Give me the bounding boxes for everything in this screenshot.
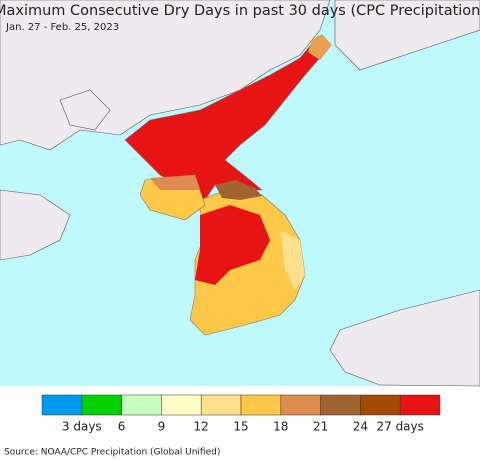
legend-swatch — [200, 394, 242, 416]
legend-swatch — [280, 394, 321, 416]
legend-swatch — [240, 394, 282, 416]
legend-label: 24 — [353, 420, 368, 434]
legend-label: 6 — [118, 420, 126, 434]
north-tip-region — [308, 34, 332, 60]
title: Maximum Consecutive Dry Days in past 30 … — [0, 3, 480, 19]
legend-swatch — [81, 394, 122, 416]
legend-label: 27 days — [376, 420, 423, 434]
legend-swatch — [399, 394, 441, 416]
south-east-region — [280, 230, 305, 290]
map — [0, 0, 480, 387]
legend-label: 15 — [233, 420, 248, 434]
russia-land — [334, 0, 480, 71]
legend: 3 days 6 9 12 15 18 21 24 27 days — [41, 394, 441, 434]
legend-swatch — [161, 394, 202, 416]
legend-swatch — [121, 394, 162, 416]
hwanghae-band-region — [150, 175, 200, 190]
liaodong-land — [59, 89, 111, 131]
subtitle: Jan. 27 - Feb. 25, 2023 — [5, 22, 119, 33]
legend-swatch — [320, 394, 361, 416]
shandong-land — [0, 189, 71, 261]
source: Source: NOAA/CPC Precipitation (Global U… — [4, 448, 220, 458]
legend-label: 3 days — [62, 420, 102, 434]
legend-label: 18 — [273, 420, 288, 434]
japan-land — [329, 289, 480, 387]
south-korea-dry-region — [195, 205, 270, 285]
legend-swatch — [360, 394, 401, 416]
legend-label: 21 — [313, 420, 328, 434]
legend-label: 9 — [158, 420, 166, 434]
legend-swatch — [41, 394, 83, 416]
border-band-region — [215, 180, 262, 200]
legend-label: 12 — [194, 420, 209, 434]
